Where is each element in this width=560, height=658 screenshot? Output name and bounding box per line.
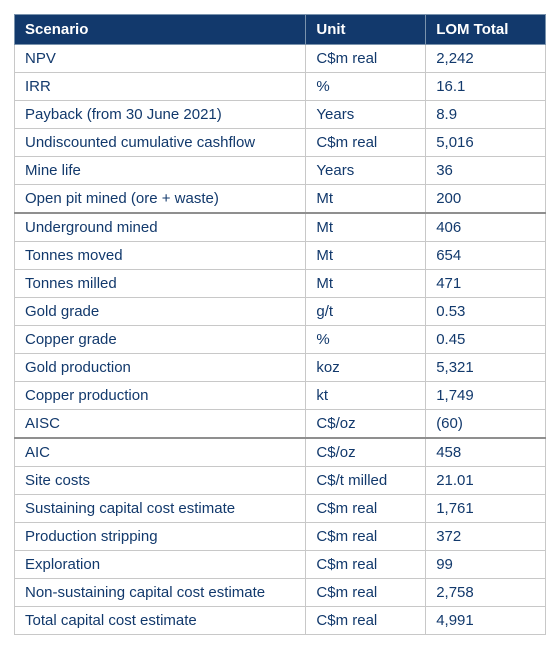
cell-unit: C$m real — [306, 579, 426, 607]
cell-unit: koz — [306, 354, 426, 382]
table-row: Total capital cost estimateC$m real4,991 — [15, 607, 546, 635]
cell-lom: 8.9 — [426, 101, 546, 129]
cell-lom: 5,321 — [426, 354, 546, 382]
cell-unit: kt — [306, 382, 426, 410]
cell-unit: C$m real — [306, 523, 426, 551]
cell-lom: 200 — [426, 185, 546, 214]
cell-scenario: Copper production — [15, 382, 306, 410]
table-row: Underground minedMt406 — [15, 213, 546, 242]
cell-unit: Mt — [306, 242, 426, 270]
cell-unit: C$m real — [306, 129, 426, 157]
table-row: Tonnes milledMt471 — [15, 270, 546, 298]
cell-lom: 1,761 — [426, 495, 546, 523]
cell-scenario: Tonnes moved — [15, 242, 306, 270]
table-row: Undiscounted cumulative cashflowC$m real… — [15, 129, 546, 157]
col-header-unit: Unit — [306, 15, 426, 45]
col-header-scenario: Scenario — [15, 15, 306, 45]
table-row: Non-sustaining capital cost estimateC$m … — [15, 579, 546, 607]
cell-unit: Years — [306, 101, 426, 129]
cell-scenario: IRR — [15, 73, 306, 101]
table-row: Production strippingC$m real372 — [15, 523, 546, 551]
cell-lom: 2,758 — [426, 579, 546, 607]
cell-lom: 372 — [426, 523, 546, 551]
cell-unit: C$m real — [306, 607, 426, 635]
cell-scenario: Exploration — [15, 551, 306, 579]
table-body: NPVC$m real2,242IRR%16.1Payback (from 30… — [15, 45, 546, 635]
cell-scenario: Open pit mined (ore + waste) — [15, 185, 306, 214]
cell-unit: % — [306, 73, 426, 101]
cell-scenario: Undiscounted cumulative cashflow — [15, 129, 306, 157]
cell-scenario: Gold production — [15, 354, 306, 382]
cell-unit: C$/oz — [306, 410, 426, 439]
table-row: AISCC$/oz(60) — [15, 410, 546, 439]
cell-unit: C$m real — [306, 45, 426, 73]
summary-table: Scenario Unit LOM Total NPVC$m real2,242… — [14, 14, 546, 635]
cell-lom: 0.45 — [426, 326, 546, 354]
cell-scenario: Gold grade — [15, 298, 306, 326]
table-row: IRR%16.1 — [15, 73, 546, 101]
cell-unit: Mt — [306, 270, 426, 298]
cell-lom: 406 — [426, 213, 546, 242]
table-row: ExplorationC$m real99 — [15, 551, 546, 579]
cell-unit: Years — [306, 157, 426, 185]
cell-scenario: Tonnes milled — [15, 270, 306, 298]
cell-lom: 4,991 — [426, 607, 546, 635]
cell-scenario: Production stripping — [15, 523, 306, 551]
cell-unit: % — [306, 326, 426, 354]
table-row: Tonnes movedMt654 — [15, 242, 546, 270]
table-row: Site costsC$/t milled21.01 — [15, 467, 546, 495]
table-row: Sustaining capital cost estimateC$m real… — [15, 495, 546, 523]
table-row: Payback (from 30 June 2021)Years8.9 — [15, 101, 546, 129]
table-row: Open pit mined (ore + waste)Mt200 — [15, 185, 546, 214]
cell-scenario: Payback (from 30 June 2021) — [15, 101, 306, 129]
cell-lom: 21.01 — [426, 467, 546, 495]
cell-lom: 99 — [426, 551, 546, 579]
cell-scenario: Total capital cost estimate — [15, 607, 306, 635]
cell-unit: Mt — [306, 213, 426, 242]
table-row: Mine lifeYears36 — [15, 157, 546, 185]
cell-lom: 654 — [426, 242, 546, 270]
cell-unit: C$/oz — [306, 438, 426, 467]
table-row: Gold gradeg/t0.53 — [15, 298, 546, 326]
cell-scenario: Copper grade — [15, 326, 306, 354]
col-header-lom: LOM Total — [426, 15, 546, 45]
table-row: Copper productionkt1,749 — [15, 382, 546, 410]
table-row: Copper grade%0.45 — [15, 326, 546, 354]
table-header-row: Scenario Unit LOM Total — [15, 15, 546, 45]
cell-lom: 458 — [426, 438, 546, 467]
cell-scenario: AIC — [15, 438, 306, 467]
cell-scenario: Mine life — [15, 157, 306, 185]
cell-unit: C$/t milled — [306, 467, 426, 495]
cell-lom: 0.53 — [426, 298, 546, 326]
cell-unit: C$m real — [306, 551, 426, 579]
cell-lom: 2,242 — [426, 45, 546, 73]
cell-lom: 36 — [426, 157, 546, 185]
cell-unit: Mt — [306, 185, 426, 214]
cell-scenario: Non-sustaining capital cost estimate — [15, 579, 306, 607]
cell-scenario: Underground mined — [15, 213, 306, 242]
cell-lom: 1,749 — [426, 382, 546, 410]
table-row: Gold productionkoz5,321 — [15, 354, 546, 382]
cell-unit: C$m real — [306, 495, 426, 523]
cell-lom: (60) — [426, 410, 546, 439]
cell-lom: 471 — [426, 270, 546, 298]
cell-scenario: NPV — [15, 45, 306, 73]
cell-scenario: AISC — [15, 410, 306, 439]
cell-lom: 16.1 — [426, 73, 546, 101]
table-row: NPVC$m real2,242 — [15, 45, 546, 73]
table-row: AICC$/oz458 — [15, 438, 546, 467]
cell-unit: g/t — [306, 298, 426, 326]
cell-scenario: Sustaining capital cost estimate — [15, 495, 306, 523]
cell-scenario: Site costs — [15, 467, 306, 495]
cell-lom: 5,016 — [426, 129, 546, 157]
